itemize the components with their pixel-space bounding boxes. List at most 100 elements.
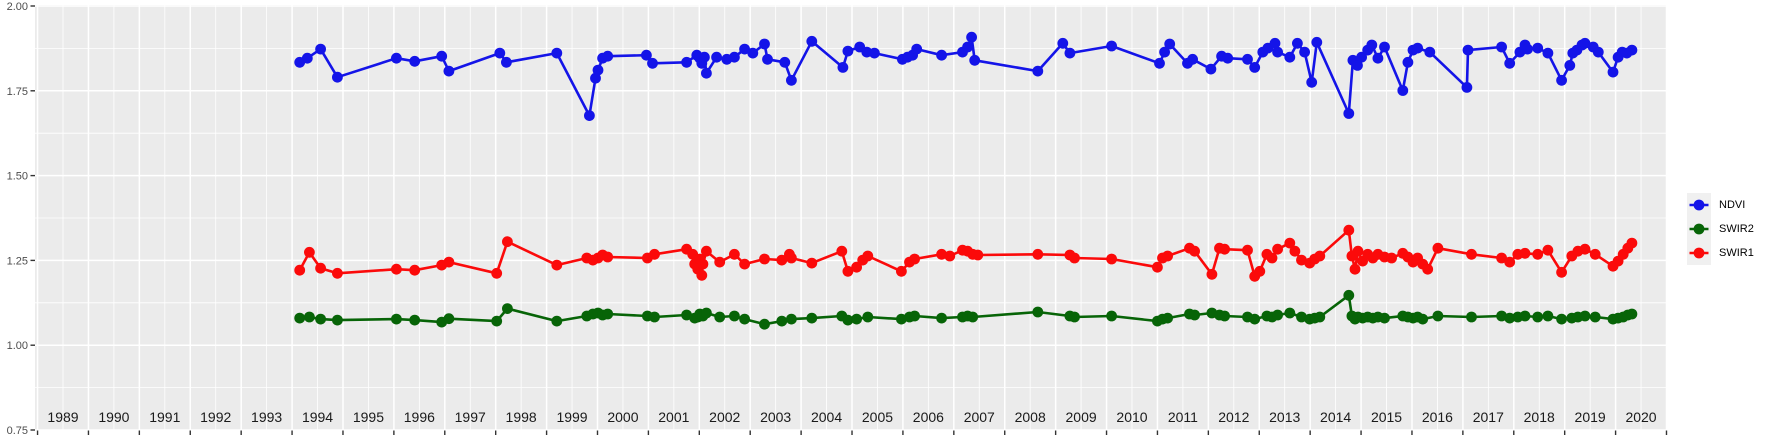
data-point-swir1 [836, 245, 848, 257]
data-point-swir1 [696, 269, 708, 281]
data-point-swir2 [1032, 306, 1044, 318]
data-point-ndvi [1356, 51, 1367, 63]
data-point-swir2 [1249, 313, 1261, 325]
data-point-swir1 [896, 265, 907, 277]
legend-key-swir2 [1687, 217, 1711, 241]
x-axis-year-label: 2015 [1371, 409, 1402, 425]
data-point-swir2 [602, 308, 614, 320]
y-axis-label: 1.50 [7, 171, 28, 183]
data-point-swir1 [1106, 253, 1117, 265]
data-point-swir1 [1289, 245, 1301, 257]
data-point-ndvi [969, 54, 981, 66]
data-point-swir1 [759, 253, 770, 265]
data-point-ndvi [1592, 46, 1604, 58]
data-point-swir1 [842, 265, 854, 277]
data-point-swir1 [806, 257, 818, 269]
data-point-swir2 [967, 311, 979, 323]
data-point-ndvi [409, 55, 421, 67]
data-point-swir1 [1152, 261, 1163, 273]
data-point-swir1 [1219, 243, 1230, 255]
data-point-swir1 [304, 246, 315, 258]
data-point-ndvi [1461, 82, 1473, 93]
data-point-swir2 [1296, 311, 1307, 323]
data-point-swir2 [304, 311, 315, 323]
data-point-swir1 [1532, 248, 1544, 260]
legend-key-point [1693, 223, 1705, 235]
x-axis-year-label: 2011 [1168, 409, 1198, 425]
x-axis-year-label: 1996 [404, 409, 435, 425]
data-point-swir1 [491, 267, 503, 279]
data-point-ndvi [590, 72, 601, 84]
x-axis-year-label: 1991 [149, 409, 180, 425]
data-point-swir2 [1106, 310, 1117, 322]
x-axis-year-label: 2008 [1015, 409, 1046, 425]
legend-key-point [1693, 199, 1705, 211]
data-point-ndvi [1292, 37, 1303, 49]
data-point-swir2 [851, 313, 862, 325]
x-axis-year-label: 2003 [760, 409, 791, 425]
data-point-ndvi [936, 49, 947, 61]
data-point-swir1 [294, 264, 306, 276]
x-axis-year-label: 2016 [1422, 409, 1453, 425]
data-point-ndvi [779, 56, 791, 68]
data-point-ndvi [786, 74, 797, 86]
data-point-swir2 [502, 303, 513, 314]
data-point-ndvi [1154, 57, 1165, 69]
data-point-swir1 [776, 254, 788, 266]
data-point-ndvi [729, 51, 740, 63]
data-point-ndvi [436, 50, 448, 62]
data-point-swir1 [1504, 256, 1516, 268]
data-point-ndvi [1242, 53, 1253, 65]
data-point-swir2 [1069, 311, 1080, 323]
data-point-ndvi [1424, 46, 1436, 58]
data-point-ndvi [391, 52, 402, 64]
data-point-swir1 [862, 250, 874, 262]
data-point-swir1 [1242, 244, 1253, 256]
data-point-ndvi [1397, 85, 1409, 96]
y-axis-label: 1.25 [7, 255, 28, 267]
data-point-ndvi [1352, 60, 1363, 71]
data-point-swir2 [1379, 312, 1390, 324]
data-point-ndvi [551, 47, 563, 59]
data-point-swir1 [1466, 248, 1477, 260]
legend-key-swir1 [1687, 241, 1711, 265]
data-point-swir2 [1162, 312, 1173, 324]
data-point-swir2 [759, 318, 770, 330]
x-axis-year-label: 2014 [1320, 409, 1351, 425]
data-point-swir2 [551, 315, 563, 327]
data-point-ndvi [1542, 47, 1554, 59]
data-point-swir1 [786, 252, 797, 264]
x-axis-year-label: 2013 [1269, 409, 1300, 425]
data-point-swir1 [936, 248, 947, 260]
data-point-ndvi [1106, 40, 1117, 52]
x-axis-year-label: 2004 [811, 409, 842, 425]
data-point-ndvi [1579, 37, 1591, 49]
data-point-swir2 [739, 313, 750, 325]
data-point-ndvi [1556, 74, 1567, 86]
data-point-ndvi [494, 47, 506, 59]
data-point-swir1 [1352, 245, 1364, 257]
data-point-ndvi [1366, 39, 1378, 51]
data-point-ndvi [1299, 46, 1310, 58]
x-axis-year-label: 2002 [709, 409, 740, 425]
data-point-swir1 [1254, 265, 1266, 277]
data-point-swir2 [1626, 308, 1638, 320]
y-axis-label: 1.75 [7, 86, 28, 98]
data-point-swir1 [1432, 242, 1444, 254]
data-point-swir1 [1349, 263, 1361, 275]
data-point-swir2 [1417, 313, 1429, 325]
data-point-swir1 [409, 264, 421, 276]
x-axis-year-label: 2007 [964, 409, 995, 425]
data-point-swir1 [1069, 252, 1080, 264]
data-point-swir2 [409, 314, 421, 326]
data-point-ndvi [1496, 41, 1507, 53]
data-point-swir2 [1589, 311, 1601, 323]
data-point-ndvi [1032, 65, 1044, 77]
data-point-swir1 [1314, 250, 1326, 262]
data-point-swir1 [332, 267, 343, 279]
data-point-ndvi [647, 57, 658, 69]
data-point-ndvi [739, 43, 750, 55]
data-point-swir1 [649, 248, 660, 260]
data-point-ndvi [806, 35, 818, 47]
